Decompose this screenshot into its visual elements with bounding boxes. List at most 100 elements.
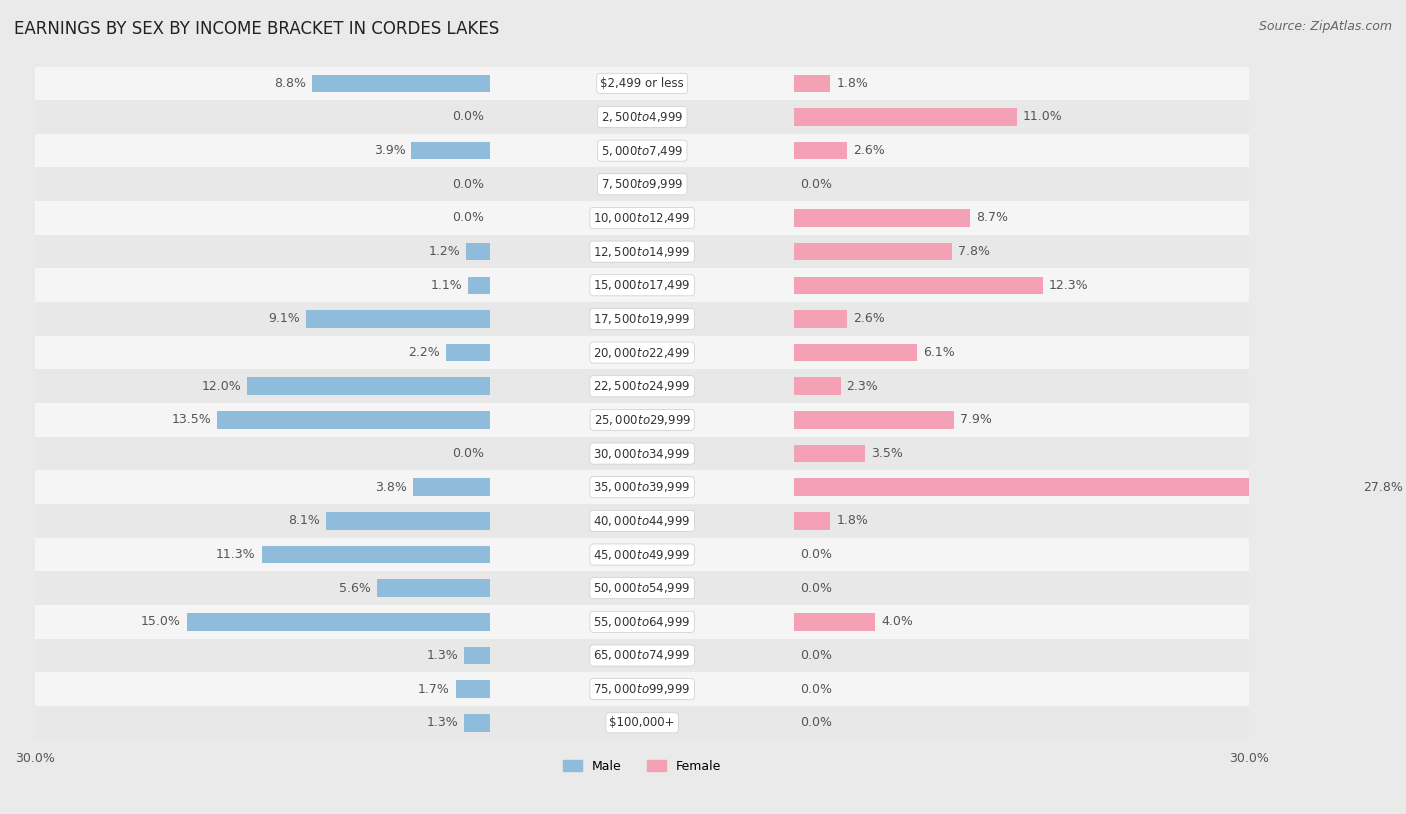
Text: 0.0%: 0.0%: [453, 111, 484, 124]
Bar: [35, 403, 1250, 437]
Text: 0.0%: 0.0%: [800, 716, 832, 729]
Legend: Male, Female: Male, Female: [558, 755, 725, 778]
Text: 8.1%: 8.1%: [288, 514, 321, 527]
Bar: [465, 243, 491, 260]
Text: 0.0%: 0.0%: [453, 212, 484, 225]
Text: 3.9%: 3.9%: [374, 144, 405, 157]
Text: 5.6%: 5.6%: [339, 582, 371, 595]
Text: 0.0%: 0.0%: [800, 548, 832, 561]
Text: 1.3%: 1.3%: [426, 716, 458, 729]
Bar: [35, 504, 1250, 538]
Bar: [217, 411, 491, 429]
Text: $25,000 to $29,999: $25,000 to $29,999: [593, 413, 690, 427]
Text: 12.3%: 12.3%: [1049, 278, 1088, 291]
Bar: [794, 344, 918, 361]
Bar: [794, 277, 1043, 294]
Text: 0.0%: 0.0%: [800, 683, 832, 696]
Text: $22,500 to $24,999: $22,500 to $24,999: [593, 379, 690, 393]
Bar: [794, 75, 831, 92]
Text: 1.8%: 1.8%: [837, 77, 869, 90]
Bar: [262, 545, 491, 563]
Bar: [35, 672, 1250, 706]
Text: 8.7%: 8.7%: [976, 212, 1008, 225]
Text: $15,000 to $17,499: $15,000 to $17,499: [593, 278, 690, 292]
Text: $75,000 to $99,999: $75,000 to $99,999: [593, 682, 690, 696]
Text: 3.5%: 3.5%: [870, 447, 903, 460]
Text: $5,000 to $7,499: $5,000 to $7,499: [600, 143, 683, 158]
Bar: [35, 335, 1250, 370]
Text: 0.0%: 0.0%: [800, 582, 832, 595]
Text: 9.1%: 9.1%: [269, 313, 299, 326]
Text: $2,499 or less: $2,499 or less: [600, 77, 685, 90]
Bar: [35, 706, 1250, 740]
Text: 2.6%: 2.6%: [852, 144, 884, 157]
Text: 8.8%: 8.8%: [274, 77, 307, 90]
Bar: [446, 344, 491, 361]
Text: 1.1%: 1.1%: [430, 278, 463, 291]
Text: $50,000 to $54,999: $50,000 to $54,999: [593, 581, 690, 595]
Bar: [468, 277, 491, 294]
Bar: [794, 108, 1017, 125]
Text: 1.2%: 1.2%: [429, 245, 460, 258]
Text: 1.8%: 1.8%: [837, 514, 869, 527]
Bar: [35, 234, 1250, 269]
Bar: [377, 580, 491, 597]
Text: 7.8%: 7.8%: [957, 245, 990, 258]
Text: $17,500 to $19,999: $17,500 to $19,999: [593, 312, 690, 326]
Bar: [464, 647, 491, 664]
Text: $12,500 to $14,999: $12,500 to $14,999: [593, 245, 690, 259]
Bar: [456, 681, 491, 698]
Bar: [326, 512, 491, 530]
Text: 15.0%: 15.0%: [141, 615, 181, 628]
Bar: [35, 639, 1250, 672]
Text: 0.0%: 0.0%: [453, 447, 484, 460]
Bar: [35, 571, 1250, 605]
Bar: [35, 100, 1250, 133]
Bar: [307, 310, 491, 328]
Text: 3.8%: 3.8%: [375, 481, 408, 494]
Text: Source: ZipAtlas.com: Source: ZipAtlas.com: [1258, 20, 1392, 33]
Bar: [35, 168, 1250, 201]
Text: 0.0%: 0.0%: [800, 649, 832, 662]
Bar: [794, 142, 846, 160]
Text: 11.3%: 11.3%: [217, 548, 256, 561]
Text: $55,000 to $64,999: $55,000 to $64,999: [593, 615, 690, 629]
Text: 1.3%: 1.3%: [426, 649, 458, 662]
Bar: [794, 378, 841, 395]
Bar: [35, 302, 1250, 335]
Bar: [412, 142, 491, 160]
Text: 7.9%: 7.9%: [960, 414, 991, 427]
Bar: [35, 470, 1250, 504]
Bar: [794, 512, 831, 530]
Bar: [35, 437, 1250, 470]
Bar: [794, 444, 865, 462]
Text: $7,500 to $9,999: $7,500 to $9,999: [600, 177, 683, 191]
Text: $2,500 to $4,999: $2,500 to $4,999: [600, 110, 683, 124]
Text: $40,000 to $44,999: $40,000 to $44,999: [593, 514, 690, 527]
Bar: [794, 310, 846, 328]
Text: 2.3%: 2.3%: [846, 380, 879, 392]
Bar: [35, 201, 1250, 234]
Text: $65,000 to $74,999: $65,000 to $74,999: [593, 649, 690, 663]
Bar: [794, 243, 952, 260]
Text: $10,000 to $12,499: $10,000 to $12,499: [593, 211, 690, 225]
Text: 1.7%: 1.7%: [418, 683, 450, 696]
Text: 2.6%: 2.6%: [852, 313, 884, 326]
Text: EARNINGS BY SEX BY INCOME BRACKET IN CORDES LAKES: EARNINGS BY SEX BY INCOME BRACKET IN COR…: [14, 20, 499, 38]
Bar: [312, 75, 491, 92]
Text: 4.0%: 4.0%: [882, 615, 912, 628]
Bar: [794, 613, 875, 631]
Bar: [35, 269, 1250, 302]
Bar: [794, 209, 970, 227]
Bar: [187, 613, 491, 631]
Text: 27.8%: 27.8%: [1362, 481, 1403, 494]
Bar: [464, 714, 491, 732]
Text: 0.0%: 0.0%: [800, 177, 832, 190]
Text: $100,000+: $100,000+: [609, 716, 675, 729]
Bar: [35, 133, 1250, 168]
Text: 2.2%: 2.2%: [408, 346, 440, 359]
Text: $20,000 to $22,499: $20,000 to $22,499: [593, 346, 690, 360]
Bar: [35, 605, 1250, 639]
Text: 6.1%: 6.1%: [924, 346, 955, 359]
Bar: [794, 411, 953, 429]
